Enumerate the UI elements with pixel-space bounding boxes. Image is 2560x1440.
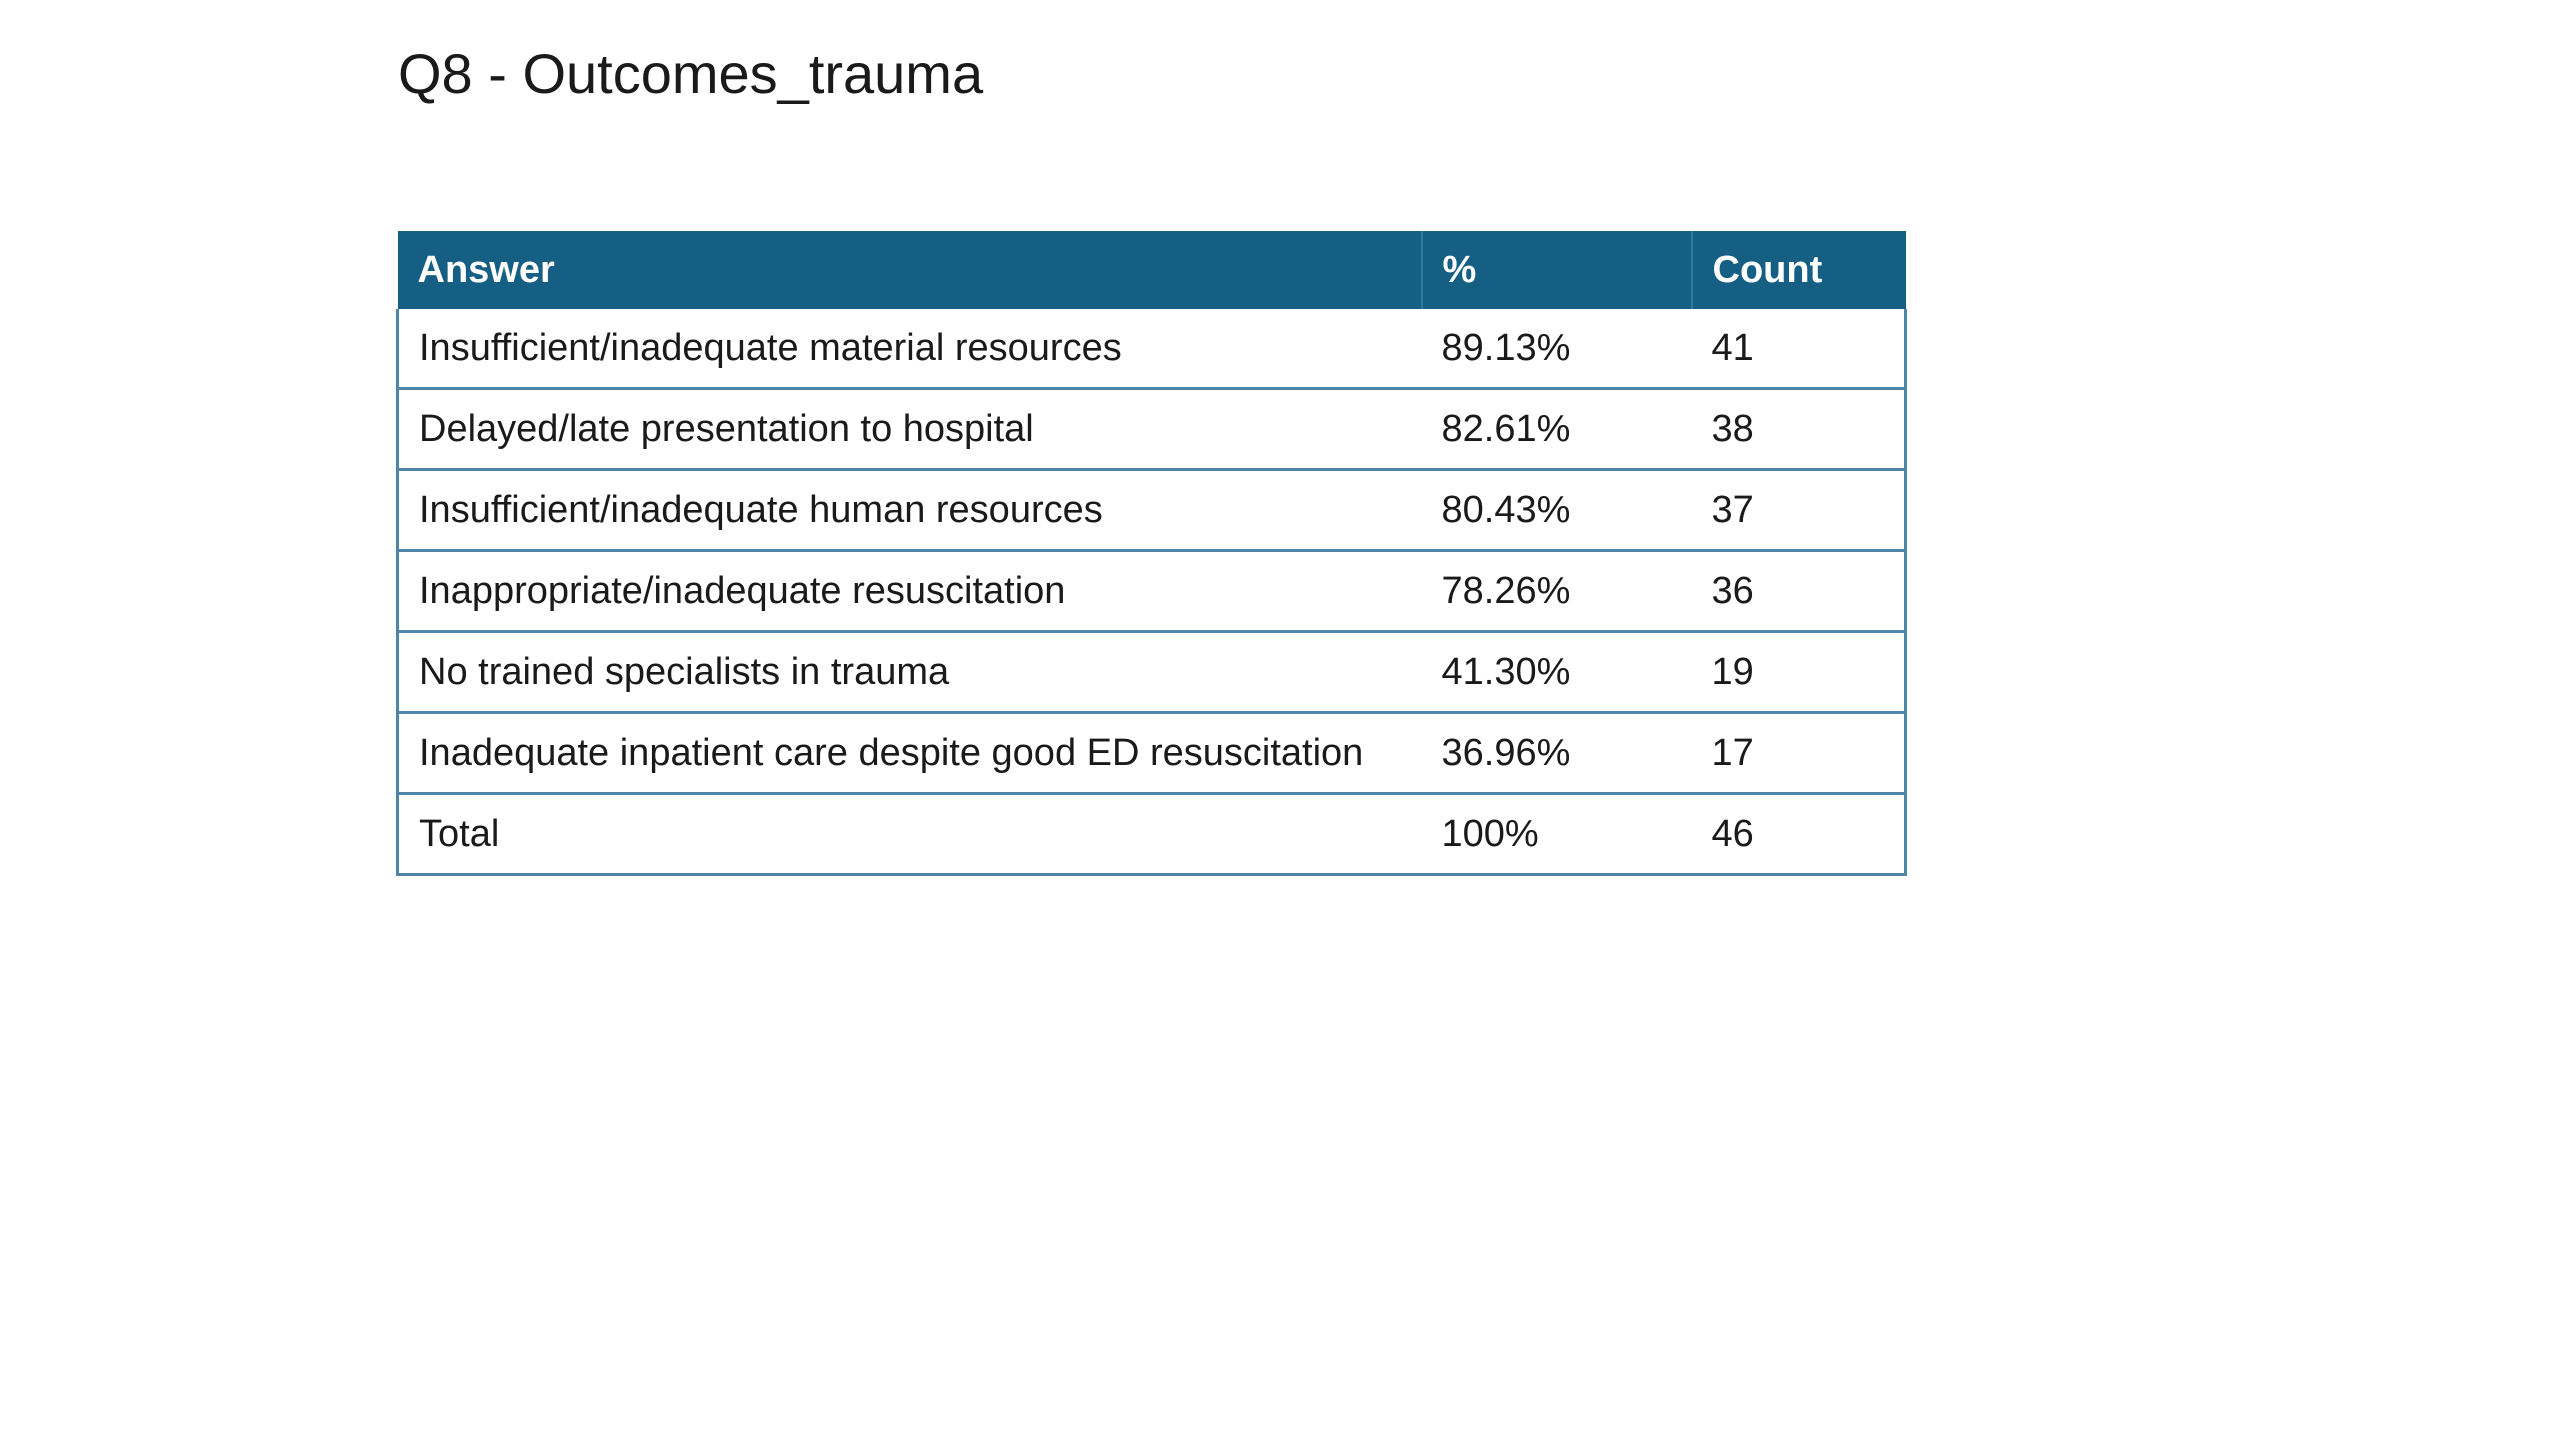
answer-cell: Insufficient/inadequate human resources — [397, 469, 1422, 552]
table-row: Inappropriate/inadequate resuscitation 7… — [397, 550, 1906, 633]
total-label-cell: Total — [397, 793, 1422, 876]
answer-cell: Inadequate inpatient care despite good E… — [397, 712, 1422, 795]
header-count: Count — [1691, 231, 1906, 309]
answer-cell: No trained specialists in trauma — [397, 631, 1422, 714]
percent-cell: 36.96% — [1421, 712, 1692, 795]
percent-cell: 89.13% — [1421, 309, 1692, 390]
count-cell: 38 — [1691, 388, 1906, 471]
answer-cell: Inappropriate/inadequate resuscitation — [397, 550, 1422, 633]
table-header: Answer % Count — [397, 231, 1906, 309]
answer-cell: Insufficient/inadequate material resourc… — [397, 309, 1422, 390]
total-row: Total 100% 46 — [397, 793, 1906, 876]
table-body: Insufficient/inadequate material resourc… — [397, 309, 1906, 876]
table-row: Inadequate inpatient care despite good E… — [397, 712, 1906, 795]
count-cell: 19 — [1691, 631, 1906, 714]
header-row: Answer % Count — [397, 231, 1906, 309]
count-cell: 17 — [1691, 712, 1906, 795]
answer-cell: Delayed/late presentation to hospital — [397, 388, 1422, 471]
percent-cell: 82.61% — [1421, 388, 1692, 471]
percent-cell: 41.30% — [1421, 631, 1692, 714]
total-percent-cell: 100% — [1421, 793, 1692, 876]
table-row: No trained specialists in trauma 41.30% … — [397, 631, 1906, 714]
results-table: Answer % Count Insufficient/inadequate m… — [396, 231, 1907, 876]
percent-cell: 78.26% — [1421, 550, 1692, 633]
total-count-cell: 46 — [1691, 793, 1906, 876]
percent-cell: 80.43% — [1421, 469, 1692, 552]
page-title: Q8 - Outcomes_trauma — [398, 42, 984, 105]
count-cell: 36 — [1691, 550, 1906, 633]
table-row: Delayed/late presentation to hospital 82… — [397, 388, 1906, 471]
table-row: Insufficient/inadequate human resources … — [397, 469, 1906, 552]
table-row: Insufficient/inadequate material resourc… — [397, 309, 1906, 390]
count-cell: 37 — [1691, 469, 1906, 552]
count-cell: 41 — [1691, 309, 1906, 390]
header-percent: % — [1421, 231, 1693, 309]
header-answer: Answer — [397, 231, 1423, 309]
